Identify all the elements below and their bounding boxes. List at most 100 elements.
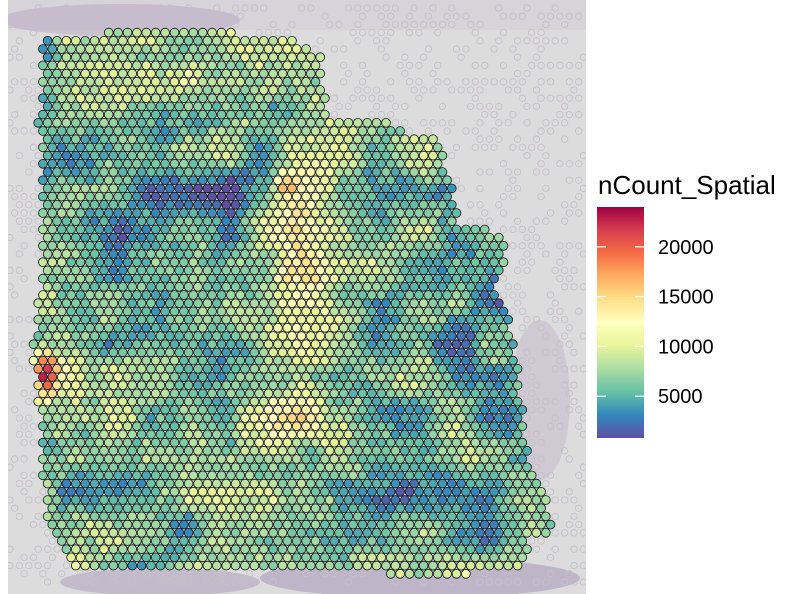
background-spot	[8, 348, 14, 357]
spot	[315, 429, 326, 440]
spot	[212, 134, 222, 145]
spot	[296, 232, 307, 243]
spot	[310, 552, 321, 563]
background-spot	[565, 324, 573, 332]
spot	[268, 495, 279, 505]
spot	[489, 404, 499, 415]
spot	[75, 109, 86, 120]
spot	[517, 421, 528, 432]
background-spot	[15, 512, 24, 521]
background-spot	[438, 102, 447, 111]
spot	[418, 281, 429, 292]
spot	[169, 224, 180, 235]
spot	[282, 93, 293, 103]
spot	[348, 241, 358, 251]
spot	[118, 68, 128, 79]
background-spot	[349, 28, 357, 37]
background-spot	[15, 37, 24, 45]
spot	[268, 380, 279, 391]
spot	[240, 35, 250, 46]
background-spot	[476, 20, 484, 29]
spot	[475, 363, 485, 374]
spot	[85, 191, 95, 202]
spot	[475, 560, 485, 571]
spot	[136, 544, 147, 554]
spot	[526, 519, 537, 530]
spot	[479, 503, 490, 514]
spot	[141, 224, 152, 235]
spot	[193, 314, 203, 325]
spot	[371, 429, 382, 440]
background-spot	[532, 430, 541, 439]
spot	[423, 322, 434, 333]
spot	[94, 77, 105, 87]
spot	[437, 265, 448, 276]
spot	[517, 519, 528, 530]
spot	[493, 249, 504, 259]
background-spot	[546, 78, 555, 86]
spot	[305, 68, 316, 79]
spot	[282, 159, 293, 169]
spot	[470, 421, 481, 432]
spot	[183, 249, 194, 259]
spot	[367, 290, 377, 300]
spot	[202, 527, 213, 538]
background-spot	[8, 545, 14, 553]
spot	[160, 208, 170, 218]
spot	[155, 232, 166, 243]
spot	[399, 478, 410, 489]
spot	[56, 273, 67, 284]
spot	[75, 355, 86, 366]
spot	[56, 290, 67, 300]
spot	[301, 290, 311, 300]
background-spot	[142, 570, 150, 578]
spot	[155, 478, 166, 489]
background-spot	[340, 78, 348, 86]
spot	[451, 552, 462, 563]
spot	[357, 175, 368, 186]
background-spot	[471, 143, 479, 152]
spot	[367, 175, 377, 186]
spot	[357, 355, 368, 366]
spot	[188, 27, 199, 38]
spot	[118, 413, 128, 423]
spot	[428, 183, 438, 194]
spot	[235, 503, 246, 514]
spot	[493, 511, 504, 522]
spot	[395, 486, 405, 497]
spot	[305, 560, 316, 571]
spot	[273, 273, 283, 284]
background-spot	[537, 45, 545, 53]
spot	[127, 265, 137, 276]
spot	[320, 454, 330, 464]
spot	[127, 445, 137, 456]
spot	[320, 503, 330, 514]
spot	[197, 257, 208, 268]
spot	[127, 35, 137, 46]
spot	[103, 191, 114, 202]
spot	[207, 109, 217, 120]
background-spot	[513, 86, 522, 94]
spot	[197, 273, 208, 284]
background-spot	[29, 438, 38, 447]
spot	[343, 413, 354, 423]
background-spot	[556, 274, 564, 283]
spot	[221, 232, 232, 243]
spot	[343, 249, 354, 259]
spot	[437, 183, 448, 194]
spot	[99, 35, 109, 46]
spot	[141, 470, 152, 481]
spot	[385, 404, 396, 415]
spot	[296, 544, 307, 554]
spot	[475, 429, 485, 440]
background-spot	[11, 209, 19, 217]
spot	[249, 396, 260, 407]
spot	[376, 388, 387, 399]
spot	[244, 355, 255, 366]
spot	[230, 167, 241, 177]
spot	[282, 191, 293, 202]
spot	[193, 544, 203, 554]
spot	[202, 281, 213, 292]
spot	[226, 60, 236, 71]
background-spot	[344, 4, 353, 12]
